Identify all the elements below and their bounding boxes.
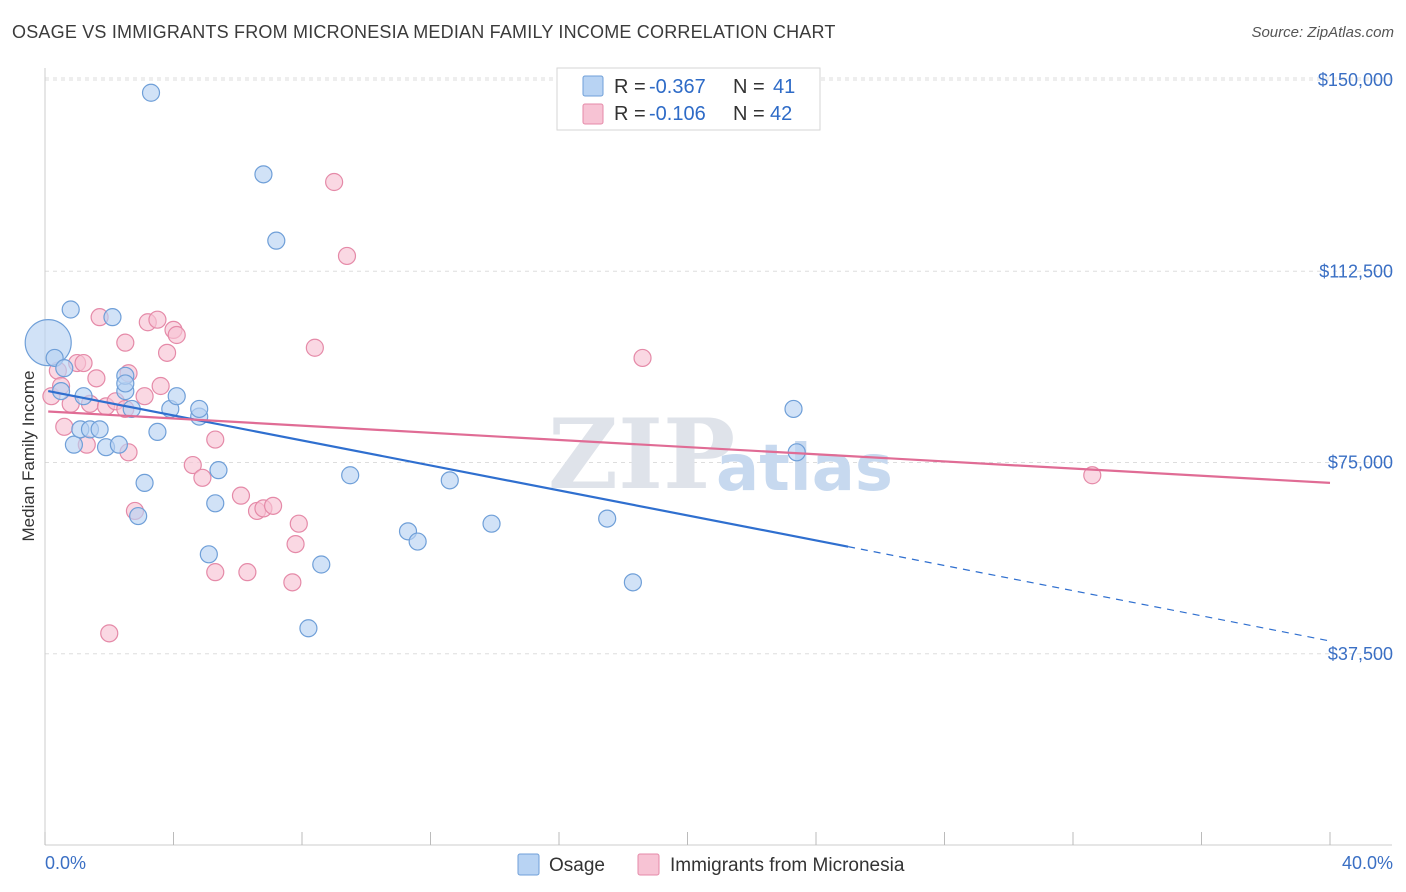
micronesia-point xyxy=(305,338,324,357)
micronesia-point xyxy=(151,376,170,396)
y-tick-label: $37,500 xyxy=(1328,644,1393,664)
osage-point xyxy=(267,231,286,250)
osage-point xyxy=(341,466,360,485)
micronesia-point xyxy=(157,343,177,362)
osage-point xyxy=(61,300,80,319)
micronesia-point xyxy=(289,514,308,533)
watermark: ZIP atlas xyxy=(548,398,893,511)
micronesia-point xyxy=(633,348,652,368)
micronesia-point xyxy=(263,496,283,515)
osage-point xyxy=(190,399,209,419)
y-tick-labels: $37,500 $75,000 $112,500 $150,000 xyxy=(1318,70,1393,664)
osage-point xyxy=(784,399,803,419)
osage-point xyxy=(103,308,122,327)
micronesia-point xyxy=(74,353,93,373)
micronesia-point xyxy=(238,563,257,582)
bottom-legend: Osage Immigrants from Micronesia xyxy=(517,853,905,876)
x-ticks xyxy=(44,832,1331,845)
bottom-legend-label-micronesia: Immigrants from Micronesia xyxy=(670,855,905,876)
osage-point xyxy=(109,435,128,454)
osage-point xyxy=(116,374,135,393)
micronesia-point xyxy=(206,430,225,449)
micronesia-point xyxy=(283,573,302,592)
chart-title: OSAGE VS IMMIGRANTS FROM MICRONESIA MEDI… xyxy=(12,22,836,42)
legend-r-value-micronesia: -0.106 xyxy=(649,103,706,125)
legend-n-value-osage: 41 xyxy=(773,76,795,98)
micronesia-point xyxy=(100,624,119,643)
osage-point xyxy=(299,619,318,638)
top-legend: R = -0.367 N = 41 R = -0.106 N = 42 xyxy=(556,67,821,131)
legend-r-value-osage: -0.367 xyxy=(649,76,706,98)
series-micronesia-points xyxy=(42,172,1102,643)
osage-point xyxy=(51,382,71,401)
legend-swatch-osage xyxy=(582,75,604,97)
osage-trend-line xyxy=(48,390,849,548)
legend-swatch-micronesia xyxy=(582,103,604,125)
osage-point xyxy=(129,506,148,526)
y-axis-label: Median Family Income xyxy=(19,370,38,541)
trend-lines xyxy=(48,390,1331,642)
osage-point xyxy=(206,494,225,513)
x-tick-label-right: 40.0% xyxy=(1342,853,1393,873)
osage-point xyxy=(209,461,228,480)
osage-point xyxy=(623,573,642,592)
legend-r-label-osage: R = xyxy=(614,76,646,98)
watermark-atlas: atlas xyxy=(716,432,893,506)
micronesia-point xyxy=(148,310,167,329)
bottom-legend-swatch-osage xyxy=(517,853,540,876)
osage-point xyxy=(312,555,331,574)
axes xyxy=(44,68,1392,846)
osage-point xyxy=(598,509,617,528)
osage-point xyxy=(55,359,74,378)
y-tick-label: $75,000 xyxy=(1328,453,1393,473)
osage-point xyxy=(64,435,84,454)
micronesia-point xyxy=(183,455,202,475)
micronesia-point xyxy=(116,333,135,352)
osage-point xyxy=(167,387,186,406)
micronesia-point xyxy=(87,369,106,388)
micronesia-point xyxy=(231,486,251,505)
osage-point xyxy=(254,165,273,184)
micronesia-point xyxy=(206,563,225,582)
osage-point xyxy=(408,532,427,551)
osage-point xyxy=(141,83,161,102)
osage-point xyxy=(199,545,218,564)
bottom-legend-swatch-micronesia xyxy=(637,853,660,876)
micronesia-point xyxy=(325,172,344,192)
legend-n-label-osage: N = xyxy=(733,76,765,98)
osage-point xyxy=(482,514,501,533)
osage-point xyxy=(148,422,167,441)
micronesia-point xyxy=(167,325,186,345)
y-tick-label: $150,000 xyxy=(1318,70,1393,90)
micronesia-point xyxy=(55,417,74,436)
micronesia-point xyxy=(193,468,212,487)
osage-point xyxy=(440,471,459,490)
y-tick-label: $112,500 xyxy=(1319,261,1393,281)
micronesia-point xyxy=(286,534,305,554)
watermark-zip: ZIP xyxy=(548,398,735,511)
legend-r-label-micronesia: R = xyxy=(614,103,646,125)
chart-source: Source: ZipAtlas.com xyxy=(1251,24,1394,41)
legend-n-label-micronesia: N = xyxy=(733,103,765,125)
series-osage-points xyxy=(24,83,806,638)
legend-n-value-micronesia: 42 xyxy=(770,103,792,125)
osage-trend-extension xyxy=(848,546,1331,642)
micronesia-trend-line xyxy=(48,410,1331,484)
micronesia-point xyxy=(135,387,154,406)
bottom-legend-label-osage: Osage xyxy=(549,855,605,876)
micronesia-point xyxy=(1083,466,1102,485)
osage-point xyxy=(90,420,109,439)
micronesia-point xyxy=(337,246,357,266)
osage-point xyxy=(135,473,154,492)
x-tick-label-left: 0.0% xyxy=(45,853,86,873)
